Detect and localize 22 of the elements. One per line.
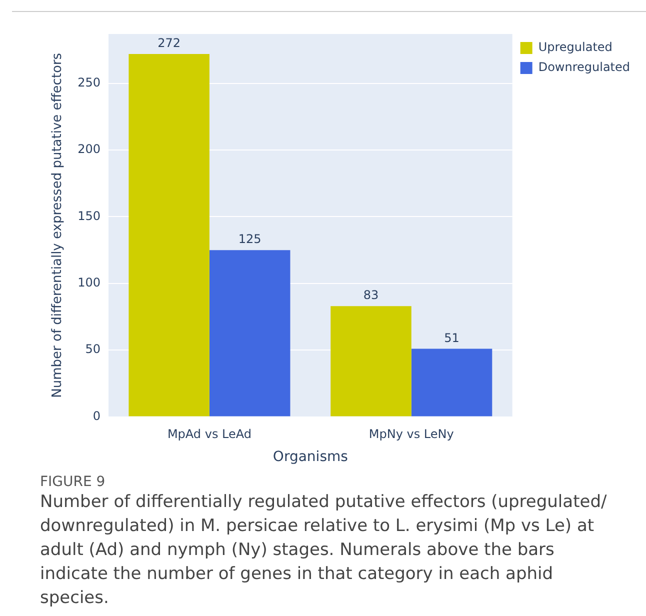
legend-label: Downregulated [538,60,630,74]
bar [128,54,210,416]
legend-label: Upregulated [538,40,612,54]
data-label: 125 [238,232,262,246]
bar [330,306,412,416]
x-tick-label: MpAd vs LeAd [167,427,252,442]
y-tick-label: 200 [78,142,101,156]
y-tick-label: 100 [78,276,101,290]
bar [209,250,290,416]
data-label: 83 [363,288,379,302]
y-tick-label: 50 [85,342,101,356]
x-tick-label: MpNy vs LeNy [368,427,454,442]
y-tick-label: 250 [78,75,101,90]
y-tick-label: 150 [78,208,101,223]
y-tick-label: 0 [92,408,101,423]
data-label: 51 [444,330,460,345]
data-label: 272 [158,36,181,50]
caption: FIGURE 9 [40,474,106,490]
y-axis-title: Number of differentially expressed putative effectors [50,52,66,398]
bar [411,348,492,416]
x-axis-title: Organisms [272,449,348,466]
text: Number of differentially regulated putative effectors (upregulated/ downregulated) in M. persicae relative to L. erysimi (Mp vs Le) at adult (Ad) and nymph (Ny) stages. Numerals above the bars indicate the number of genes in that category in each aphid species. [40,491,608,610]
